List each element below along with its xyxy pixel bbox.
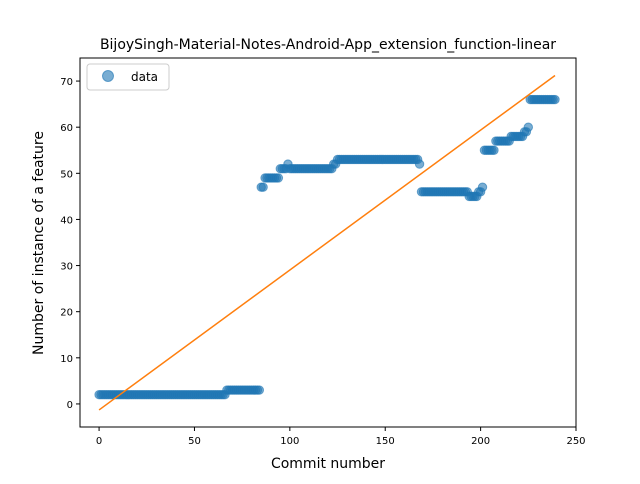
x-tick-label: 100 — [280, 436, 299, 447]
y-tick-label: 50 — [60, 169, 73, 180]
x-tick-label: 200 — [471, 436, 490, 447]
data-point — [550, 94, 560, 105]
axes-frame — [79, 57, 577, 428]
x-tick-label: 0 — [96, 436, 102, 447]
y-tick-label: 20 — [60, 308, 73, 319]
y-axis-label: Number of instance of a feature — [31, 131, 47, 355]
data-point — [258, 182, 268, 192]
x-axis-label: Commit number — [271, 456, 385, 472]
x-tick-label: 50 — [188, 436, 201, 447]
plot-area — [94, 74, 560, 411]
legend-label-data: data — [131, 70, 158, 84]
data-point — [254, 385, 265, 395]
data-point — [273, 173, 284, 183]
axes: 0 50 100 150 200 250 0 10 20 30 40 50 60 70 — [60, 57, 586, 447]
data-point — [523, 122, 534, 132]
y-tick-label: 0 — [67, 400, 73, 411]
y-tick-label: 10 — [60, 354, 73, 365]
scatter-series-data — [94, 94, 560, 400]
x-tick-label: 250 — [566, 436, 585, 447]
legend: data — [86, 63, 170, 91]
data-point — [414, 159, 425, 169]
chart-title: BijoySingh-Material-Notes-Android-App_ex… — [100, 37, 556, 53]
fit-line — [98, 74, 556, 411]
data-point — [477, 182, 488, 192]
y-tick-label: 40 — [60, 215, 73, 226]
data-point — [489, 145, 499, 155]
legend-marker-data — [102, 70, 114, 82]
y-tick-label: 30 — [60, 262, 73, 273]
x-tick-label: 150 — [376, 436, 395, 447]
y-tick-label: 70 — [60, 77, 73, 88]
y-tick-label: 60 — [60, 123, 73, 134]
